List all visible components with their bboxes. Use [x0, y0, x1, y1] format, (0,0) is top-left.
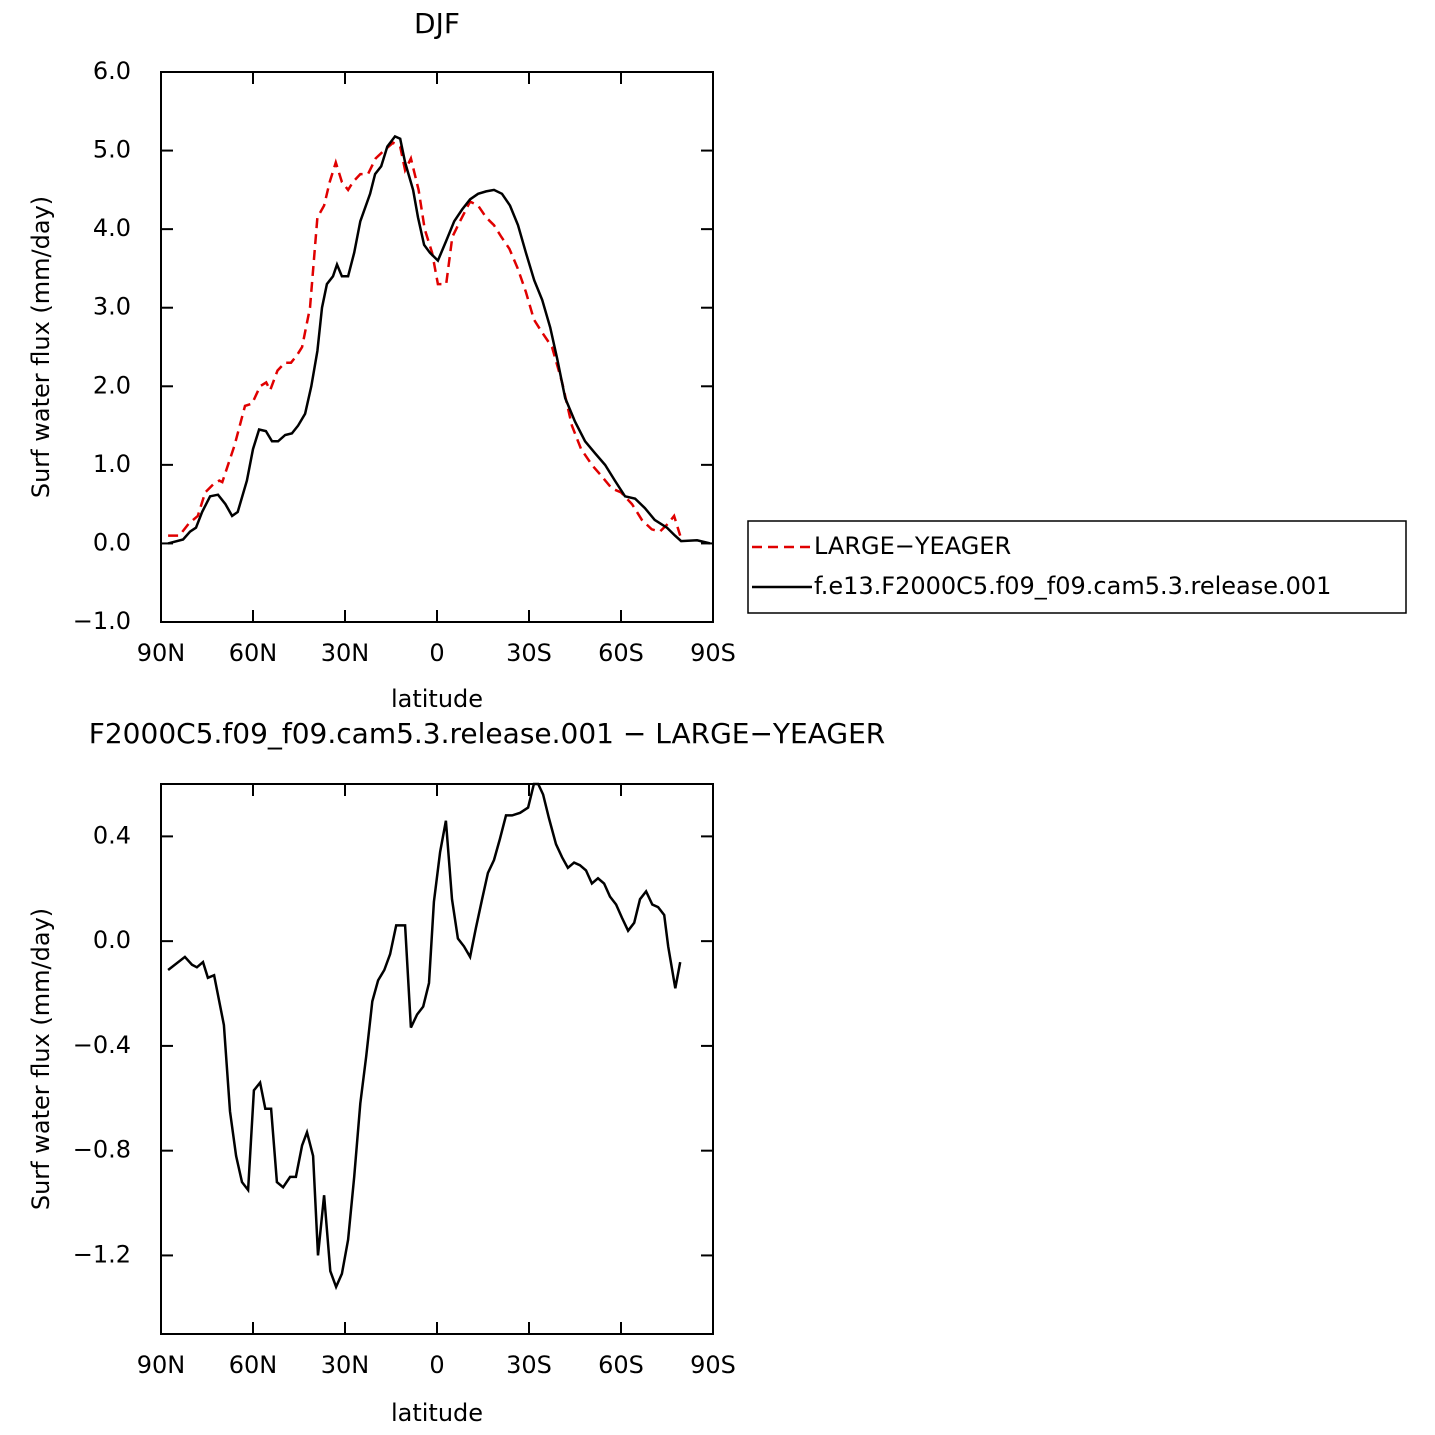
x-tick-label: 30S: [506, 639, 552, 667]
y-axis-label: Surf water flux (mm/day): [27, 196, 55, 498]
x-tick-label: 90S: [690, 1351, 736, 1379]
x-tick-label: 60N: [229, 1351, 278, 1379]
y-tick-label: −0.4: [73, 1031, 131, 1059]
x-tick-label: 30S: [506, 1351, 552, 1379]
chart-title: F2000C5.f09_f09.cam5.3.release.001 − LAR…: [89, 717, 885, 750]
plot-frame: [160, 783, 714, 1335]
y-tick-label: 0.4: [93, 821, 131, 849]
y-tick-label: 0.0: [93, 528, 131, 556]
x-tick-label: 60S: [598, 639, 644, 667]
y-tick-label: −1.2: [73, 1240, 131, 1268]
y-tick-label: −0.8: [73, 1136, 131, 1164]
x-tick-label: 60S: [598, 1351, 644, 1379]
y-tick-label: 4.0: [93, 214, 131, 242]
x-tick-label: 90N: [137, 1351, 186, 1379]
x-tick-label: 90N: [137, 639, 186, 667]
data-line: [168, 141, 682, 537]
y-axis-label: Surf water flux (mm/day): [27, 908, 55, 1210]
x-axis-label: latitude: [391, 1399, 483, 1427]
x-tick-label: 30N: [321, 1351, 370, 1379]
chart-title: DJF: [414, 7, 460, 40]
data-line: [167, 134, 711, 545]
legend-label: LARGE−YEAGER: [814, 532, 1011, 560]
y-tick-label: 2.0: [93, 371, 131, 399]
x-tick-label: 30N: [321, 639, 370, 667]
y-tick-label: 3.0: [93, 293, 131, 321]
x-tick-label: 0: [429, 639, 444, 667]
x-tick-label: 60N: [229, 639, 278, 667]
x-tick-label: 90S: [690, 639, 736, 667]
y-tick-label: 0.0: [93, 926, 131, 954]
data-line: [167, 782, 682, 1291]
legend-label: f.e13.F2000C5.f09_f09.cam5.3.release.001: [814, 572, 1331, 600]
legend-box: [747, 520, 1407, 614]
y-tick-label: 5.0: [93, 136, 131, 164]
y-tick-label: −1.0: [73, 607, 131, 635]
x-axis-label: latitude: [391, 685, 483, 713]
y-tick-label: 1.0: [93, 450, 131, 478]
y-tick-label: 6.0: [93, 57, 131, 85]
x-tick-label: 0: [429, 1351, 444, 1379]
plot-frame: [160, 71, 714, 623]
